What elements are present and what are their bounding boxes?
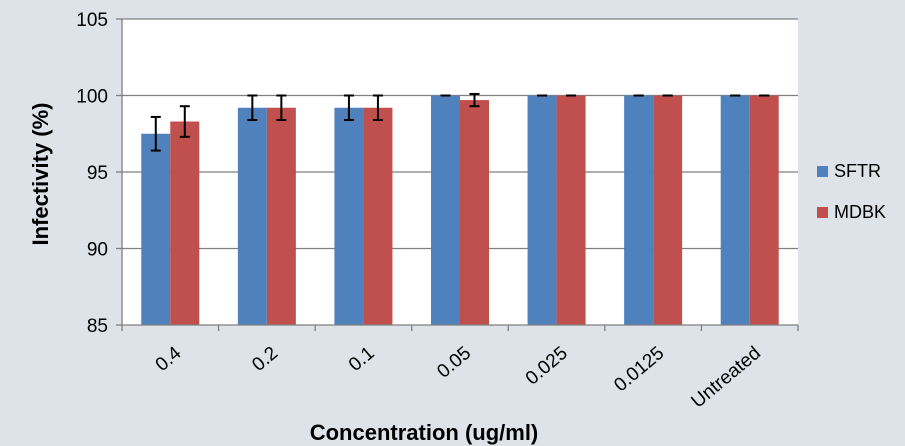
y-axis: 85 90 95 100 105 [76,10,123,337]
error-bar [179,105,190,138]
bar-sftr-0.4 [141,133,171,325]
x-tick-label: 0.05 [433,343,475,383]
bar-sftr-0.025 [527,95,557,325]
error-bar [343,94,354,121]
error-bar [469,92,480,108]
x-tick-label: 0.1 [345,343,379,376]
y-tick-label: 105 [76,10,108,31]
y-axis-title: Infectivity (%) [28,102,53,245]
legend: SFTR MDBK [817,161,886,222]
bar-sftr-0.0125 [624,95,654,325]
error-bar [276,94,287,121]
bar-mdbk-0.2 [266,107,296,326]
legend-swatch-mdbk [817,207,828,218]
error-bar [150,115,161,152]
bar-sftr-0.05 [431,95,460,325]
plot-area [122,18,798,326]
x-tick-label: 0.025 [522,343,572,390]
y-tick-label: 85 [87,316,108,337]
x-axis-title: Concentration (ug/ml) [310,420,539,445]
x-tick-label: 0.0125 [610,343,668,396]
legend-label-sftr: SFTR [834,161,881,181]
bar-sftr-0.2 [237,107,267,326]
bar-mdbk-0.0125 [653,95,683,325]
legend-swatch-sftr [817,166,828,177]
y-tick-label: 95 [87,163,108,184]
bar-mdbk-untreated [749,95,779,325]
x-axis: 0.4 0.2 0.1 0.05 0.025 0.0125 Untreated [121,324,799,413]
bar-sftr-untreated [720,95,750,325]
bar-mdbk-0.4 [170,121,200,325]
y-tick-label: 90 [87,240,108,261]
bar-mdbk-0.025 [556,95,586,325]
bar-sftr-0.1 [334,107,364,326]
error-bar [247,94,258,121]
x-tick-label: Untreated [688,343,765,413]
error-bar [372,94,383,121]
x-tick-label: 0.2 [248,343,282,376]
bar-mdbk-0.1 [363,107,393,326]
legend-label-mdbk: MDBK [834,202,886,222]
bar-mdbk-0.05 [460,100,489,325]
x-tick-label: 0.4 [152,342,186,375]
y-tick-label: 100 [76,87,108,108]
